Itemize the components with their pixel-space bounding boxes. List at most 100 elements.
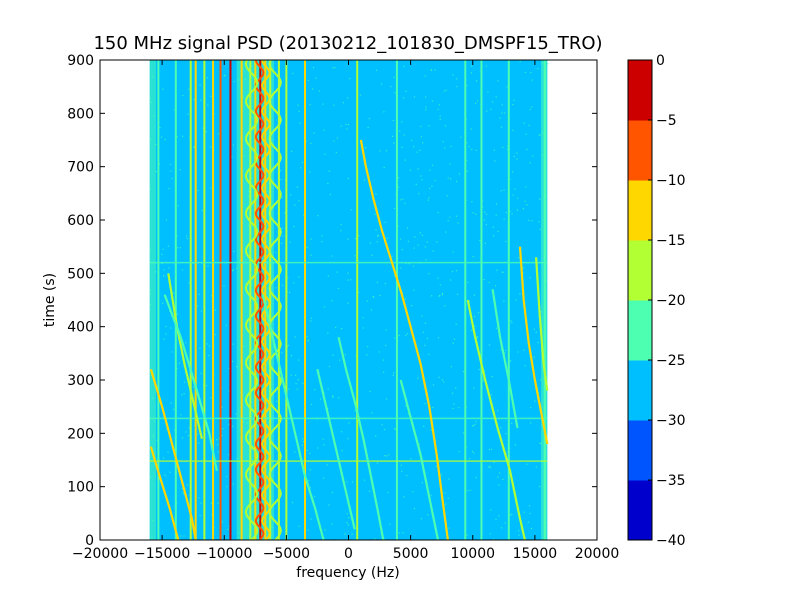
noise-speck xyxy=(385,329,387,331)
noise-speck xyxy=(530,422,532,424)
noise-speck xyxy=(335,152,337,154)
noise-speck xyxy=(385,344,387,346)
noise-speck xyxy=(502,478,504,480)
noise-speck xyxy=(420,136,423,138)
noise-speck xyxy=(488,281,490,284)
noise-speck xyxy=(199,84,201,86)
noise-speck xyxy=(526,463,528,465)
noise-speck xyxy=(181,488,183,490)
noise-speck xyxy=(540,311,542,313)
noise-speck xyxy=(232,269,234,271)
noise-speck xyxy=(221,434,223,437)
noise-speck xyxy=(322,477,325,479)
colorbar-tick-label: −10 xyxy=(656,173,686,189)
x-tick-label: −10000 xyxy=(196,546,252,562)
noise-speck xyxy=(167,451,169,453)
noise-speck xyxy=(236,457,238,460)
noise-speck xyxy=(449,279,452,281)
noise-speck xyxy=(280,242,283,244)
noise-speck xyxy=(441,294,444,296)
noise-speck xyxy=(538,221,540,223)
noise-speck xyxy=(476,336,479,338)
noise-speck xyxy=(310,403,313,406)
noise-speck xyxy=(235,267,238,269)
noise-speck xyxy=(470,72,473,74)
noise-speck xyxy=(389,523,391,525)
noise-speck xyxy=(516,158,518,160)
noise-speck xyxy=(200,310,203,312)
noise-speck xyxy=(444,125,447,127)
noise-speck xyxy=(152,397,154,399)
noise-speck xyxy=(228,367,230,370)
noise-speck xyxy=(402,198,404,200)
noise-speck xyxy=(207,265,209,267)
noise-speck xyxy=(340,125,342,127)
noise-speck xyxy=(539,134,541,136)
noise-speck xyxy=(232,270,234,272)
noise-speck xyxy=(338,359,341,361)
noise-speck xyxy=(499,472,501,474)
noise-speck xyxy=(307,79,309,81)
noise-speck xyxy=(322,103,324,105)
noise-speck xyxy=(484,242,487,244)
noise-speck xyxy=(163,269,165,271)
noise-speck xyxy=(424,403,426,405)
noise-speck xyxy=(432,250,434,252)
noise-speck xyxy=(347,279,349,281)
noise-speck xyxy=(321,235,323,237)
noise-speck xyxy=(376,69,378,71)
noise-speck xyxy=(306,246,308,248)
noise-speck xyxy=(152,520,154,522)
noise-speck xyxy=(257,472,260,474)
noise-speck xyxy=(374,213,376,216)
noise-speck xyxy=(302,441,305,443)
noise-speck xyxy=(410,304,413,307)
noise-speck xyxy=(377,235,379,237)
colorbar: −40 −35 −30 −25 −20 −15 −10 −5 0 xyxy=(627,53,686,549)
noise-speck xyxy=(429,187,431,190)
noise-speck xyxy=(455,387,457,389)
noise-speck xyxy=(281,227,283,229)
noise-speck xyxy=(296,388,298,390)
noise-speck xyxy=(430,494,432,496)
noise-speck xyxy=(488,344,490,346)
noise-speck xyxy=(232,483,234,485)
noise-speck xyxy=(437,108,439,111)
noise-speck xyxy=(193,145,195,148)
noise-speck xyxy=(181,437,184,439)
noise-speck xyxy=(471,201,473,203)
noise-speck xyxy=(425,106,427,108)
noise-speck xyxy=(531,220,533,222)
noise-speck xyxy=(155,170,157,173)
noise-speck xyxy=(530,527,533,530)
noise-speck xyxy=(209,146,212,148)
noise-speck xyxy=(324,153,326,155)
noise-speck xyxy=(441,292,444,295)
noise-speck xyxy=(529,108,531,111)
noise-speck xyxy=(472,212,474,214)
noise-speck xyxy=(485,65,487,67)
noise-speck xyxy=(404,159,406,161)
noise-speck xyxy=(314,389,316,391)
noise-speck xyxy=(392,119,394,122)
noise-speck xyxy=(169,471,171,473)
noise-speck xyxy=(476,100,479,102)
noise-speck xyxy=(271,526,273,528)
noise-speck xyxy=(299,122,301,124)
noise-speck xyxy=(374,538,376,540)
noise-speck xyxy=(448,478,450,480)
noise-speck xyxy=(512,103,514,106)
noise-speck xyxy=(444,503,447,505)
noise-speck xyxy=(198,442,200,444)
noise-speck xyxy=(403,496,405,498)
noise-speck xyxy=(375,435,377,437)
noise-speck xyxy=(170,163,172,166)
noise-speck xyxy=(231,156,233,158)
noise-speck xyxy=(530,407,532,409)
noise-speck xyxy=(323,306,326,308)
noise-speck xyxy=(426,241,428,243)
heatmap-band xyxy=(149,60,156,540)
noise-speck xyxy=(198,293,200,295)
y-tick-label: 400 xyxy=(67,320,94,336)
noise-speck xyxy=(359,94,361,96)
